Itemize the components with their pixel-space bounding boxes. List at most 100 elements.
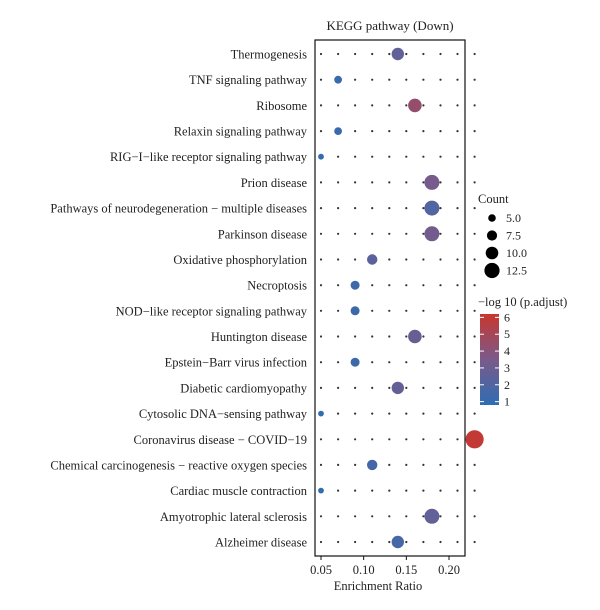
grid-dot [337, 258, 339, 260]
data-point [408, 99, 422, 113]
grid-dot [405, 490, 407, 492]
y-tick-label: Epstein−Barr virus infection [165, 356, 308, 370]
size-legend-label: 10.0 [506, 246, 527, 260]
y-axis-labels: Thermogenesis TNF signaling pathway Riboso… [50, 48, 307, 550]
grid-dot [337, 413, 339, 415]
grid-dot [337, 104, 339, 106]
data-point [408, 330, 422, 344]
grid-dot [354, 207, 356, 209]
grid-dot [388, 464, 390, 466]
grid-dot [456, 541, 458, 543]
grid-dot [388, 258, 390, 260]
y-tick-label: Necroptosis [247, 279, 307, 293]
grid-dot [405, 130, 407, 132]
data-point [367, 460, 377, 470]
grid-dot [422, 207, 424, 209]
data-points [318, 48, 484, 548]
grid-dot [474, 335, 476, 337]
grid-dot [439, 413, 441, 415]
y-tick-label: NOD−like receptor signaling pathway [116, 304, 308, 318]
grid-dot [474, 361, 476, 363]
grid-dot [371, 310, 373, 312]
y-tick-label: Prion disease [241, 176, 308, 190]
grid-dot [388, 310, 390, 312]
x-tick-label: 0.20 [438, 563, 460, 577]
grid-dot [422, 438, 424, 440]
grid-dot [422, 464, 424, 466]
grid-dot [371, 335, 373, 337]
data-point [318, 411, 324, 417]
grid-dot [405, 515, 407, 517]
grid-dot [354, 181, 356, 183]
grid-dot [320, 541, 322, 543]
grid-dot [439, 181, 441, 183]
grid-dot [388, 361, 390, 363]
data-point [424, 175, 439, 190]
grid-dot [337, 53, 339, 55]
grid-dot [439, 515, 441, 517]
grid-dot [320, 233, 322, 235]
color-legend-label: 1 [504, 395, 510, 409]
x-tick-label: 0.10 [353, 563, 375, 577]
grid-dot [474, 413, 476, 415]
grid-dot [405, 79, 407, 81]
grid-dot [422, 387, 424, 389]
grid-dot [371, 207, 373, 209]
grid-dot [474, 156, 476, 158]
grid-dot [456, 335, 458, 337]
grid-dot [474, 284, 476, 286]
grid-dot [422, 181, 424, 183]
grid-dot [439, 53, 441, 55]
grid-dot [371, 130, 373, 132]
data-point [392, 48, 404, 60]
grid-dot [354, 258, 356, 260]
grid-dot [354, 438, 356, 440]
grid-dot [337, 515, 339, 517]
grid-dot [405, 181, 407, 183]
grid-dot [337, 464, 339, 466]
grid-dot [405, 258, 407, 260]
grid-dot [422, 156, 424, 158]
grid-dot [422, 335, 424, 337]
grid-dot [456, 413, 458, 415]
data-point [466, 430, 484, 448]
y-tick-label: Alzheimer disease [215, 536, 307, 550]
grid-dot [354, 156, 356, 158]
grid-dot [337, 387, 339, 389]
grid-dot [439, 130, 441, 132]
data-point [424, 509, 439, 524]
data-point [424, 201, 439, 216]
data-point [424, 226, 439, 241]
y-tick-label: Amyotrophic lateral sclerosis [160, 510, 307, 524]
grid-dot [354, 464, 356, 466]
grid-dot [337, 438, 339, 440]
grid-dot [439, 464, 441, 466]
grid-dot [354, 335, 356, 337]
grid-dot [320, 53, 322, 55]
grid-dot [422, 490, 424, 492]
grid-dot [388, 413, 390, 415]
grid-dot [422, 130, 424, 132]
grid-dot [456, 258, 458, 260]
grid-dot [354, 53, 356, 55]
y-tick-label: Ribosome [256, 99, 307, 113]
grid-dot [405, 284, 407, 286]
grid-dot [405, 438, 407, 440]
grid-dot [388, 541, 390, 543]
grid-dot [456, 233, 458, 235]
grid-dot [337, 335, 339, 337]
grid-dot [474, 258, 476, 260]
grid-dot [371, 156, 373, 158]
grid-dot [456, 387, 458, 389]
y-tick-label: TNF signaling pathway [189, 73, 308, 87]
y-tick-label: Cardiac muscle contraction [170, 484, 307, 498]
grid-dot [354, 541, 356, 543]
grid-dot [439, 104, 441, 106]
grid-dot [422, 104, 424, 106]
grid-dot [405, 156, 407, 158]
grid-dot [354, 79, 356, 81]
data-point [351, 306, 360, 315]
grid-dot [439, 490, 441, 492]
y-tick-label: Oxidative phosphorylation [173, 253, 307, 267]
y-tick-label: Chemical carcinogenesis − reactive oxyge… [50, 458, 307, 472]
